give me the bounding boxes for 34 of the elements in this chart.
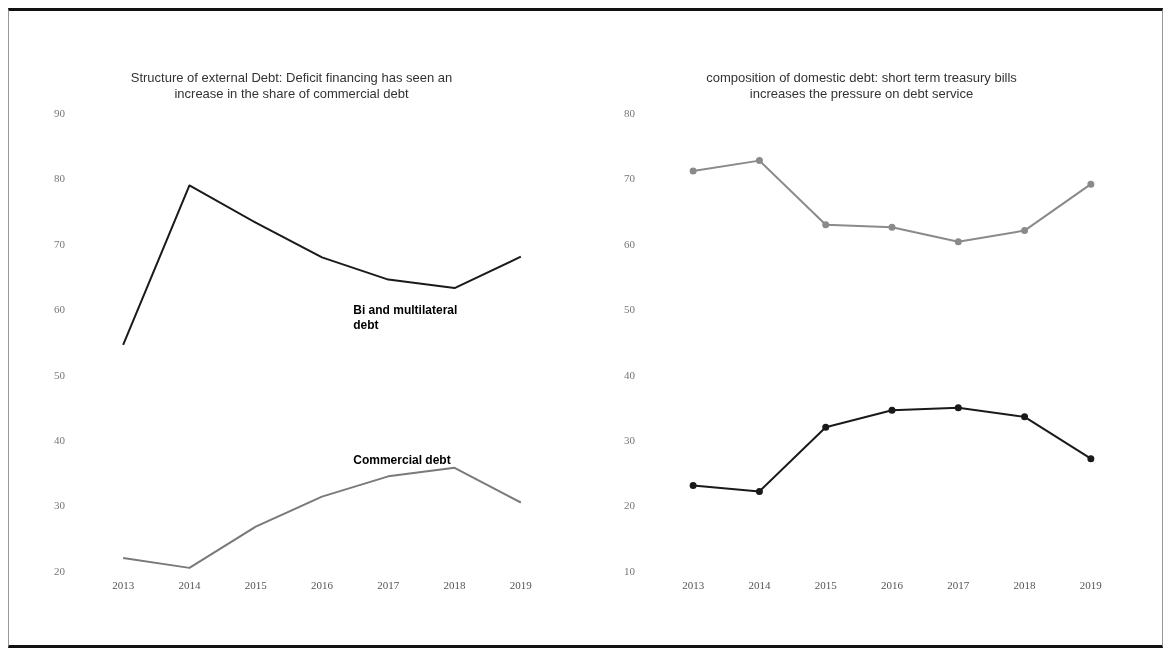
y-tick-label: 20 xyxy=(624,499,636,512)
x-tick-label: 2016 xyxy=(881,579,904,592)
y-tick-label: 30 xyxy=(54,499,66,512)
x-tick-label: 2018 xyxy=(443,579,467,592)
y-tick-label: 20 xyxy=(54,564,66,577)
x-tick-label: 2017 xyxy=(947,579,970,592)
x-tick-label: 2013 xyxy=(112,579,135,592)
x-tick-label: 2018 xyxy=(1013,579,1037,592)
series-label: Bi and multilateral debt xyxy=(353,302,458,332)
y-tick-label: 70 xyxy=(624,172,636,185)
chart-title: composition of domestic debt: short term treasury bills increases the pressure on debt service xyxy=(706,70,1018,101)
y-tick-label: 80 xyxy=(624,107,636,120)
x-tick-label: 2017 xyxy=(377,579,400,592)
y-tick-label: 60 xyxy=(624,237,636,250)
y-tick-label: 40 xyxy=(54,433,66,446)
y-tick-label: 70 xyxy=(54,237,66,250)
x-tick-label: 2019 xyxy=(509,579,533,592)
y-tick-label: 50 xyxy=(54,368,66,381)
y-tick-label: 10 xyxy=(624,564,636,577)
y-tick-label: 40 xyxy=(624,368,636,381)
series-label: Commercial debt xyxy=(353,452,451,467)
x-tick-label: 2014 xyxy=(748,579,771,592)
y-tick-label: 90 xyxy=(54,107,66,120)
x-tick-label: 2016 xyxy=(311,579,334,592)
y-tick-label: 60 xyxy=(54,303,66,316)
x-tick-label: 2015 xyxy=(814,579,838,592)
y-tick-label: 80 xyxy=(54,172,66,185)
x-tick-label: 2014 xyxy=(178,579,201,592)
x-tick-label: 2015 xyxy=(244,579,268,592)
x-tick-label: 2013 xyxy=(682,579,705,592)
y-tick-label: 50 xyxy=(624,303,636,316)
x-tick-label: 2019 xyxy=(1079,579,1103,592)
y-tick-label: 30 xyxy=(624,433,636,446)
chart-title: Structure of external Debt: Deficit financing has seen an increase in the share of commercial debt xyxy=(130,70,453,101)
